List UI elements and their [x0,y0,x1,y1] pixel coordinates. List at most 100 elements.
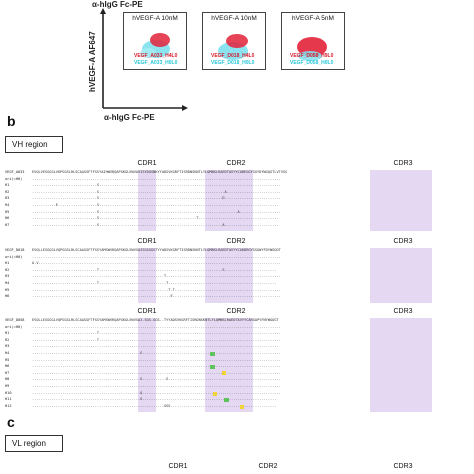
panel-letter-c: c [7,414,15,430]
cdr-band [205,170,253,232]
variant-sequence: ........................................… [32,370,281,375]
vl-cdr2-label: CDR2 [258,463,278,470]
cdr-band [138,170,156,232]
variant-name: H1 [5,331,10,336]
residue-highlight [210,365,215,369]
variant-sequence: ..............................S.........… [32,196,281,201]
variant-name: H7 [5,370,10,375]
variant-name: H2 [5,267,10,272]
cyan-population-label: VEGF_A033_H0L0 [134,60,178,66]
vh-block-cdr-label: CDR3 [393,238,413,245]
vl-region-box: VL region [5,435,63,452]
scatter-cloud [140,33,170,58]
variant-sequence: ..............................S.........… [32,183,281,188]
cdr-band [205,248,253,303]
residue-highlight [222,371,226,375]
variant-name: H5 [5,209,10,214]
variant-sequence: ........................................… [32,176,281,181]
variant-sequence: ..............................T.........… [32,267,277,272]
vh-block-cdr-label: CDR1 [137,308,157,315]
sequence-text: EVQLLESGGGLVQPGGSLRLSCAASGFTFSSYAMSWVRQA… [32,248,281,252]
variant-name: H10 [5,390,12,395]
variant-name: H3 [5,344,10,349]
variant-sequence: ..............................T.........… [32,281,277,285]
variant-sequence: ........................................… [32,377,281,382]
sequence-text: EVQLVESGGGLVKPGGSLRLSCAASGFTFSSYAIHWVRQA… [32,170,288,174]
panel-letter-b: b [7,113,16,129]
vh-block-cdr-label: CDR2 [226,160,246,167]
variant-name: H5 [5,287,10,292]
cdr-band [138,318,156,413]
flow-plot-title: hVEGF-A 10nM [132,15,178,22]
axis-arrows [100,8,188,111]
cyan-population-label: VEGF_D018_H0L0 [211,60,255,66]
variant-name: H2 [5,189,10,194]
variant-name: ori(=H0) [5,324,23,329]
vh-region-box: VH region [5,136,63,153]
vh-block-cdr-label: CDR2 [226,308,246,315]
flow-plot-2: hVEGF-A 10nM VEGF_D018_H4L0 VEGF_D018_H0… [202,12,266,70]
flow-plot-1: hVEGF-A 10nM VEGF_A033_H4L0 VEGF_A033_H0… [123,12,187,70]
scatter-cloud [218,34,248,60]
variant-name: ori(=H0) [5,254,23,259]
variant-name: H1 [5,261,10,266]
variant-sequence: ........................................… [32,294,281,299]
flow-plot-3: hVEGF-A 5nM VEGF_D058_H9L0 VEGF_D058_H0L… [281,12,345,70]
vh-block-cdr-label: CDR2 [226,238,246,245]
variant-name: H6 [5,364,10,369]
variant-name: H6 [5,294,10,299]
sequence-name: VEGF_A033 [5,170,25,174]
variant-sequence: ..............................T.........… [32,337,281,342]
variant-sequence: ...........E..................S.........… [32,203,279,207]
variant-sequence: ........................................… [32,390,281,395]
x-axis-label: α-hIgG Fc-PE [104,113,155,122]
variant-sequence: ........................................… [32,274,281,279]
residue-highlight [240,405,244,409]
residue-highlight [210,352,215,356]
residue-highlight [213,392,217,396]
cdr-band [370,318,432,413]
variant-name: H4 [5,351,10,355]
variant-name: H6 [5,216,10,221]
sequence-name: VEGF_D018 [5,248,25,252]
variant-name: H12 [5,403,12,408]
sequence-name: VEGF_D058 [5,318,25,322]
cyan-population-label: VEGF_D058_H0L0 [290,60,334,66]
sequence-text: EVQLLESGGGLVQPGGSLRLSCAASGFTFSSYAMSWVRQA… [32,318,279,322]
variant-sequence: ........................................… [32,324,281,329]
variant-sequence: ........................................… [32,357,281,362]
variant-name: ori(=H0) [5,176,23,181]
variant-sequence: ........................................… [32,397,277,402]
cdr-band [138,248,156,303]
variant-name: H3 [5,196,10,201]
flow-plot-title: hVEGF-A 10nM [211,15,257,22]
variant-sequence: ........................................… [32,344,279,349]
variant-name: H3 [5,274,10,279]
variant-sequence: ........................................… [32,364,281,369]
variant-sequence: ..............................T.........… [32,331,281,336]
variant-sequence: ........................................… [32,351,281,355]
vl-cdr3-label: CDR3 [393,463,413,470]
variant-sequence: ........................................… [32,254,281,259]
variant-name: H1 [5,183,10,188]
variant-name: H5 [5,357,10,362]
red-population-label: VEGF_D058_H9L0 [290,53,334,59]
red-population-label: VEGF_A033_H4L0 [134,53,178,59]
cdr-band [370,248,432,303]
vh-block-cdr-label: CDR3 [393,160,413,167]
variant-sequence: ........................................… [32,384,281,388]
variant-sequence: ..............................S.........… [32,216,279,221]
flow-plot-title: hVEGF-A 5nM [292,15,334,22]
variant-name: H11 [5,397,12,402]
vh-block-cdr-label: CDR1 [137,160,157,167]
red-population-label: VEGF_D018_H4L0 [211,53,255,59]
vl-cdr1-label: CDR1 [168,463,188,470]
cdr-band [370,170,432,232]
y-axis-label: hVEGF-A AF647 [88,31,97,92]
variant-sequence: ..............................S.........… [32,222,279,227]
variant-name: H4 [5,203,10,207]
scatter-cloud [297,37,327,61]
vh-block-cdr-label: CDR1 [137,238,157,245]
variant-sequence: ..............................S.........… [32,209,281,214]
variant-sequence: ........................................… [32,403,277,408]
